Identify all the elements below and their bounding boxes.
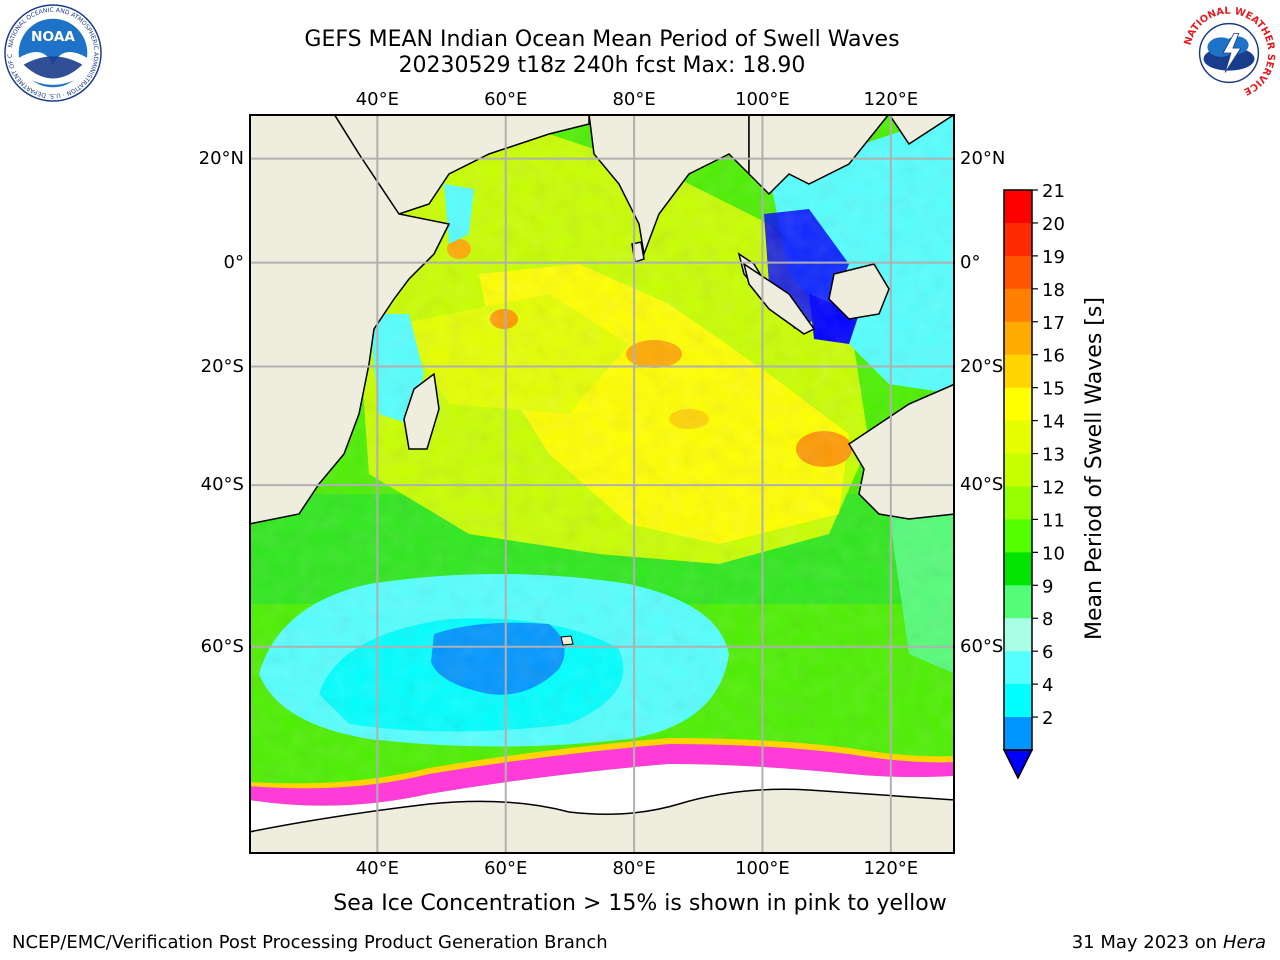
lat-tick-left: 20°S: [200, 355, 244, 377]
colorbar: 21 20 19 18 17 16 15 14 13 12 11 10 9 8 6 4 2: [1002, 181, 1065, 780]
colorbar-swatch: [1004, 684, 1032, 718]
colorbar-swatch: [1004, 486, 1032, 520]
nws-logo: NATIONAL WEATHER SERVICE: [1181, 6, 1276, 101]
colorbar-under-arrow: [1002, 749, 1034, 780]
footer-machine: Hera: [1222, 932, 1266, 953]
colorbar-frame: [1003, 189, 1033, 751]
map-panel: [249, 114, 955, 854]
colorbar-swatch: [1004, 651, 1032, 685]
map-title: GEFS MEAN Indian Ocean Mean Period of Sw…: [304, 27, 900, 52]
footer-credit: NCEP/EMC/Verification Post Processing Pr…: [12, 932, 608, 953]
lon-tick-top: 100°E: [735, 89, 790, 110]
lat-tick-right: 60°S: [960, 635, 1004, 657]
colorbar-label: Mean Period of Swell Waves [s]: [1082, 297, 1107, 640]
noaa-wordmark: NOAA: [31, 29, 75, 45]
lat-tick-right: 20°N: [960, 147, 1006, 169]
graticule: [249, 114, 955, 854]
lon-tick-bottom: 60°E: [484, 858, 528, 879]
colorbar-swatch: [1004, 420, 1032, 455]
lat-tick-right: 40°S: [960, 474, 1004, 496]
colorbar-tick-label: 16: [1042, 346, 1065, 367]
colorbar-tick-label: 14: [1042, 412, 1065, 433]
lon-tick-top: 40°E: [355, 89, 399, 110]
colorbar-swatch: [1004, 585, 1032, 619]
colorbar-tick-label: 8: [1042, 609, 1053, 630]
lat-tick-left: 40°S: [200, 474, 244, 496]
lon-tick-bottom: 40°E: [355, 858, 399, 879]
sea-ice-edge: [249, 744, 955, 806]
lon-tick-top: 80°E: [612, 89, 656, 110]
colorbar-swatch: [1004, 618, 1032, 652]
colorbar-tick-label: 13: [1042, 445, 1065, 466]
borneo-land: [828, 263, 890, 320]
colorbar-tick-label: 6: [1042, 642, 1053, 663]
map-subtitle: 20230529 t18z 240h fcst Max: 18.90: [398, 53, 806, 78]
footer-date-text: 31 May 2023 on: [1071, 932, 1218, 953]
colorbar-swatch: [1004, 552, 1032, 586]
colorbar-swatch: [1004, 321, 1032, 356]
colorbar-tick-label: 9: [1042, 576, 1053, 597]
colorbar-swatch: [1004, 354, 1032, 389]
antarctica-land: [249, 788, 955, 854]
lat-tick-left: 20°N: [198, 147, 244, 169]
lon-tick-top: 120°E: [863, 89, 919, 110]
lat-tick-left: 60°S: [200, 635, 244, 657]
china-land: [888, 114, 955, 146]
colorbar-swatch: [1004, 519, 1032, 553]
lon-tick-bottom: 100°E: [735, 858, 790, 879]
colorbar-tick-label: 11: [1042, 510, 1065, 531]
indochina-land: [748, 114, 890, 196]
colorbar-tick-label: 15: [1042, 379, 1065, 400]
colorbar-tick-label: 4: [1042, 675, 1053, 696]
colorbar-swatch: [1004, 387, 1032, 422]
footer-date: 31 May 2023 on Hera: [1072, 932, 1266, 953]
lat-tick-left: 0°: [223, 251, 244, 273]
colorbar-tick-label: 10: [1042, 543, 1065, 564]
madagascar-land: [403, 372, 440, 450]
noaa-logo: NATIONAL OCEANIC AND ATMOSPHERIC ADMINIS…: [4, 4, 102, 102]
lon-tick-top: 60°E: [484, 89, 528, 110]
colorbar-tick-label: 20: [1042, 214, 1065, 235]
colorbar-tick-label: 17: [1042, 313, 1065, 334]
africa-land: [249, 114, 451, 525]
lat-tick-right: 0°: [960, 251, 981, 273]
sea-ice-fringe: [249, 738, 955, 789]
kerguelen-land: [560, 635, 574, 646]
lon-tick-bottom: 120°E: [863, 858, 919, 879]
colorbar-swatch: [1004, 222, 1032, 257]
colorbar-tick-label: 2: [1042, 708, 1053, 729]
lat-tick-right: 20°S: [960, 355, 1004, 377]
sea-ice-caption: Sea Ice Concentration > 15% is shown in …: [333, 891, 947, 916]
colorbar-swatch: [1004, 717, 1032, 751]
colorbar-tick-label: 19: [1042, 247, 1065, 268]
colorbar-swatch: [1004, 190, 1032, 224]
lon-tick-bottom: 80°E: [612, 858, 656, 879]
colorbar-tick-label: 18: [1042, 280, 1065, 301]
colorbar-swatch: [1004, 288, 1032, 323]
colorbar-swatch: [1004, 453, 1032, 487]
map-frame: [249, 114, 955, 854]
colorbar-tick-label: 12: [1042, 477, 1065, 498]
colorbar-tick-label: 21: [1042, 181, 1065, 202]
colorbar-swatch: [1004, 255, 1032, 290]
